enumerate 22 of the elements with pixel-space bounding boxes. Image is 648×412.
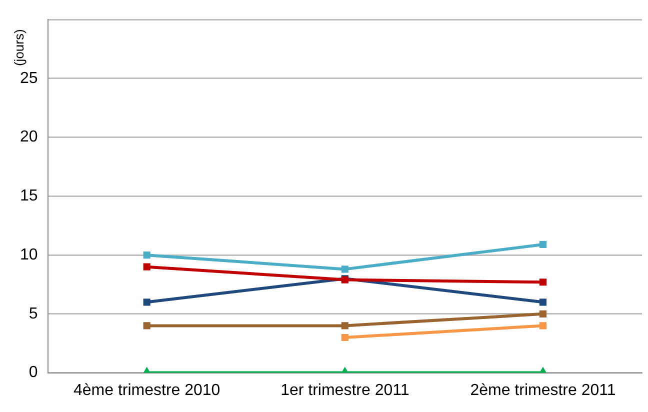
y-tick-label: 15: [20, 188, 38, 205]
point: [143, 298, 150, 306]
y-tick-label: 20: [20, 128, 38, 146]
y-axis-title: (jours): [12, 29, 27, 66]
point: [143, 252, 150, 259]
x-tick-label: 4ème trimestre 2010: [73, 382, 220, 399]
y-tick-label: 25: [20, 70, 38, 87]
x-tick-label: 2ème trimestre 2011: [470, 382, 616, 399]
point: [143, 263, 150, 270]
point: [341, 334, 348, 342]
point: [539, 310, 546, 318]
y-tick-label: 10: [20, 246, 38, 264]
point: [143, 322, 150, 330]
point: [539, 278, 546, 286]
point: [341, 266, 348, 273]
point: [539, 322, 546, 330]
y-tick-label: 0: [28, 364, 38, 382]
point: [341, 322, 348, 330]
y-tick-label: 5: [28, 305, 38, 322]
point: [539, 298, 546, 306]
x-tick-label: 1er trimestre 2011: [280, 382, 410, 399]
point: [539, 240, 546, 248]
